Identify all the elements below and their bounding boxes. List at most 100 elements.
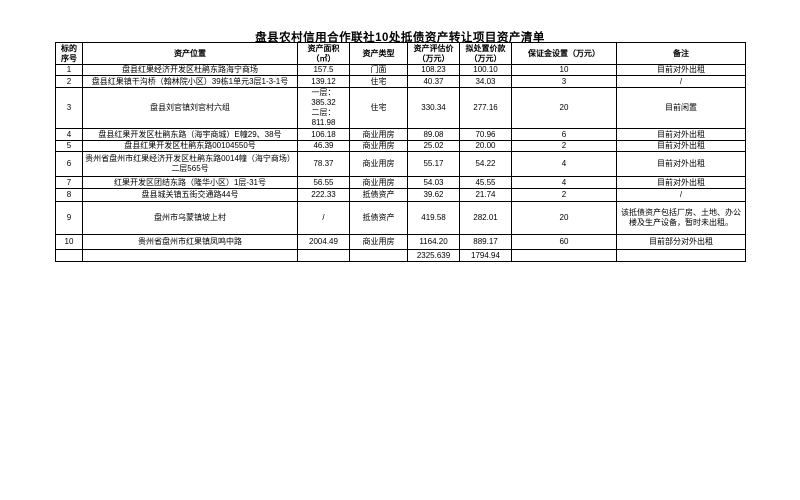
cell-disposal-price: 20.00 (459, 140, 512, 152)
cell-remark: 目前闲置 (616, 87, 746, 129)
cell-remark: 目前部分对外出租 (616, 234, 746, 250)
cell-remark (616, 249, 746, 262)
page-title: 盘县农村信用合作联社10处抵债资产转让项目资产清单 (255, 32, 545, 44)
cell-type: 商业用房 (349, 234, 408, 250)
cell-deposit: 20 (511, 201, 617, 235)
table-row: 1 盘县红果经济开发区杜鹃东路海宁商场 157.5 门面 108.23 100.10 10 目… (55, 64, 746, 76)
table-row: 4 盘县红果开发区杜鹃东路（海宇商城）E幢29、38号 106.18 商业用房 89.0… (55, 128, 746, 141)
cell-appraisal: 55.17 (407, 151, 460, 177)
cell-appraisal: 108.23 (407, 64, 460, 76)
cell-disposal-price: 277.16 (459, 87, 512, 129)
cell-seq: 8 (55, 188, 83, 202)
cell-type: 商业用房 (349, 140, 408, 152)
cell-deposit: 2 (511, 188, 617, 202)
cell-area: 2004.49 (297, 234, 350, 250)
cell-seq: 1 (55, 64, 83, 76)
cell-disposal-price: 34.03 (459, 75, 512, 88)
cell-deposit: 4 (511, 176, 617, 189)
table-body: 1 盘县红果经济开发区杜鹃东路海宁商场 157.5 门面 108.23 100.10 10 目… (55, 64, 746, 250)
cell-seq (55, 249, 83, 262)
table-row: 8 盘县城关镇五街交通路44号 222.33 抵债资产 39.62 21.74 2/ (55, 188, 746, 202)
cell-location: 盘县刘官镇刘官村六组 (82, 87, 298, 129)
cell-deposit: 60 (511, 234, 617, 250)
cell-location: 盘县红果开发区杜鹃东路00104550号 (82, 140, 298, 152)
cell-type: 抵债资产 (349, 188, 408, 202)
cell-disposal-price: 282.01 (459, 201, 512, 235)
cell-disposal-price: 100.10 (459, 64, 512, 76)
cell-area: 46.39 (297, 140, 350, 152)
cell-remark: / (616, 75, 746, 88)
cell-appraisal: 39.62 (407, 188, 460, 202)
header-location: 资产位置 (82, 42, 298, 65)
cell-type: 商业用房 (349, 176, 408, 189)
cell-seq: 2 (55, 75, 83, 88)
cell-area: 157.5 (297, 64, 350, 76)
cell-appraisal: 89.08 (407, 128, 460, 141)
totals-row: 2325.639 1794.94 (55, 249, 746, 262)
cell-area: 222.33 (297, 188, 350, 202)
cell-appraisal: 2325.639 (407, 249, 460, 262)
cell-appraisal: 54.03 (407, 176, 460, 189)
header-appraisal: 资产评估价 （万元） (407, 42, 460, 65)
table-header-row: 标的序号 资产位置 资产面积 （㎡） 资产类型 资产评估价 （万元） 拟处置价款… (55, 42, 746, 65)
cell-location: 盘县红果镇干沟桥（翰林院小区）39栋1单元3层1-3-1号 (82, 75, 298, 88)
cell-deposit (511, 249, 617, 262)
cell-disposal-price: 889.17 (459, 234, 512, 250)
cell-disposal-price: 21.74 (459, 188, 512, 202)
header-remark: 备注 (616, 42, 746, 65)
cell-deposit: 20 (511, 87, 617, 129)
cell-location: 贵州省盘州市红果镇凤鸣中路 (82, 234, 298, 250)
table-row: 5 盘县红果开发区杜鹃东路00104550号 46.39 商业用房 25.02 20.00… (55, 140, 746, 152)
cell-seq: 6 (55, 151, 83, 177)
cell-remark: 该抵债资产包括厂房、土地、办公楼及生产设备，暂时未出租。 (616, 201, 746, 235)
header-seq: 标的序号 (55, 42, 83, 65)
cell-appraisal: 25.02 (407, 140, 460, 152)
cell-appraisal: 1164.20 (407, 234, 460, 250)
cell-area: 106.18 (297, 128, 350, 141)
table-row: 6 贵州省盘州市红果经济开发区杜鹃东路0014幢（海宁商场）二层565号 78.37… (55, 151, 746, 177)
cell-deposit: 4 (511, 151, 617, 177)
cell-type (349, 249, 408, 262)
cell-remark: 目前对外出租 (616, 151, 746, 177)
cell-area: / (297, 201, 350, 235)
cell-type: 抵债资产 (349, 201, 408, 235)
cell-remark: 目前对外出租 (616, 176, 746, 189)
cell-disposal-price: 70.96 (459, 128, 512, 141)
table-row: 3 盘县刘官镇刘官村六组 一层：385.32 二层：811.98 住宅 330.34 27… (55, 87, 746, 129)
cell-location: 盘县红果开发区杜鹃东路（海宇商城）E幢29、38号 (82, 128, 298, 141)
cell-appraisal: 419.58 (407, 201, 460, 235)
header-type: 资产类型 (349, 42, 408, 65)
table-row: 10 贵州省盘州市红果镇凤鸣中路 2004.49 商业用房 1164.20 889.17 6… (55, 234, 746, 250)
header-deposit: 保证金设置（万元） (511, 42, 617, 65)
cell-deposit: 3 (511, 75, 617, 88)
table-row: 9 盘州市乌蒙镇坡上村 / 抵债资产 419.58 282.01 20 该抵债资产包括厂房、土… (55, 201, 746, 235)
cell-disposal-price: 45.55 (459, 176, 512, 189)
cell-location: 盘县红果经济开发区杜鹃东路海宁商场 (82, 64, 298, 76)
cell-seq: 3 (55, 87, 83, 129)
cell-type: 门面 (349, 64, 408, 76)
cell-remark: 目前对外出租 (616, 64, 746, 76)
cell-seq: 4 (55, 128, 83, 141)
cell-appraisal: 40.37 (407, 75, 460, 88)
cell-location: 盘州市乌蒙镇坡上村 (82, 201, 298, 235)
cell-deposit: 2 (511, 140, 617, 152)
table-foot: 2325.639 1794.94 (55, 249, 746, 262)
cell-deposit: 10 (511, 64, 617, 76)
cell-area: 56.55 (297, 176, 350, 189)
cell-type: 住宅 (349, 87, 408, 129)
cell-area (297, 249, 350, 262)
cell-seq: 9 (55, 201, 83, 235)
header-disposal-price: 拟处置价款 （万元） (459, 42, 512, 65)
asset-list-table: 标的序号 资产位置 资产面积 （㎡） 资产类型 资产评估价 （万元） 拟处置价款… (55, 42, 746, 262)
cell-remark: 目前对外出租 (616, 140, 746, 152)
cell-disposal-price: 54.22 (459, 151, 512, 177)
table-row: 2 盘县红果镇干沟桥（翰林院小区）39栋1单元3层1-3-1号 139.12 住宅 40… (55, 75, 746, 88)
cell-area: 一层：385.32 二层：811.98 (297, 87, 350, 129)
cell-area: 78.37 (297, 151, 350, 177)
cell-disposal-price: 1794.94 (459, 249, 512, 262)
cell-remark: 目前对外出租 (616, 128, 746, 141)
cell-area: 139.12 (297, 75, 350, 88)
cell-type: 商业用房 (349, 128, 408, 141)
cell-location (82, 249, 298, 262)
